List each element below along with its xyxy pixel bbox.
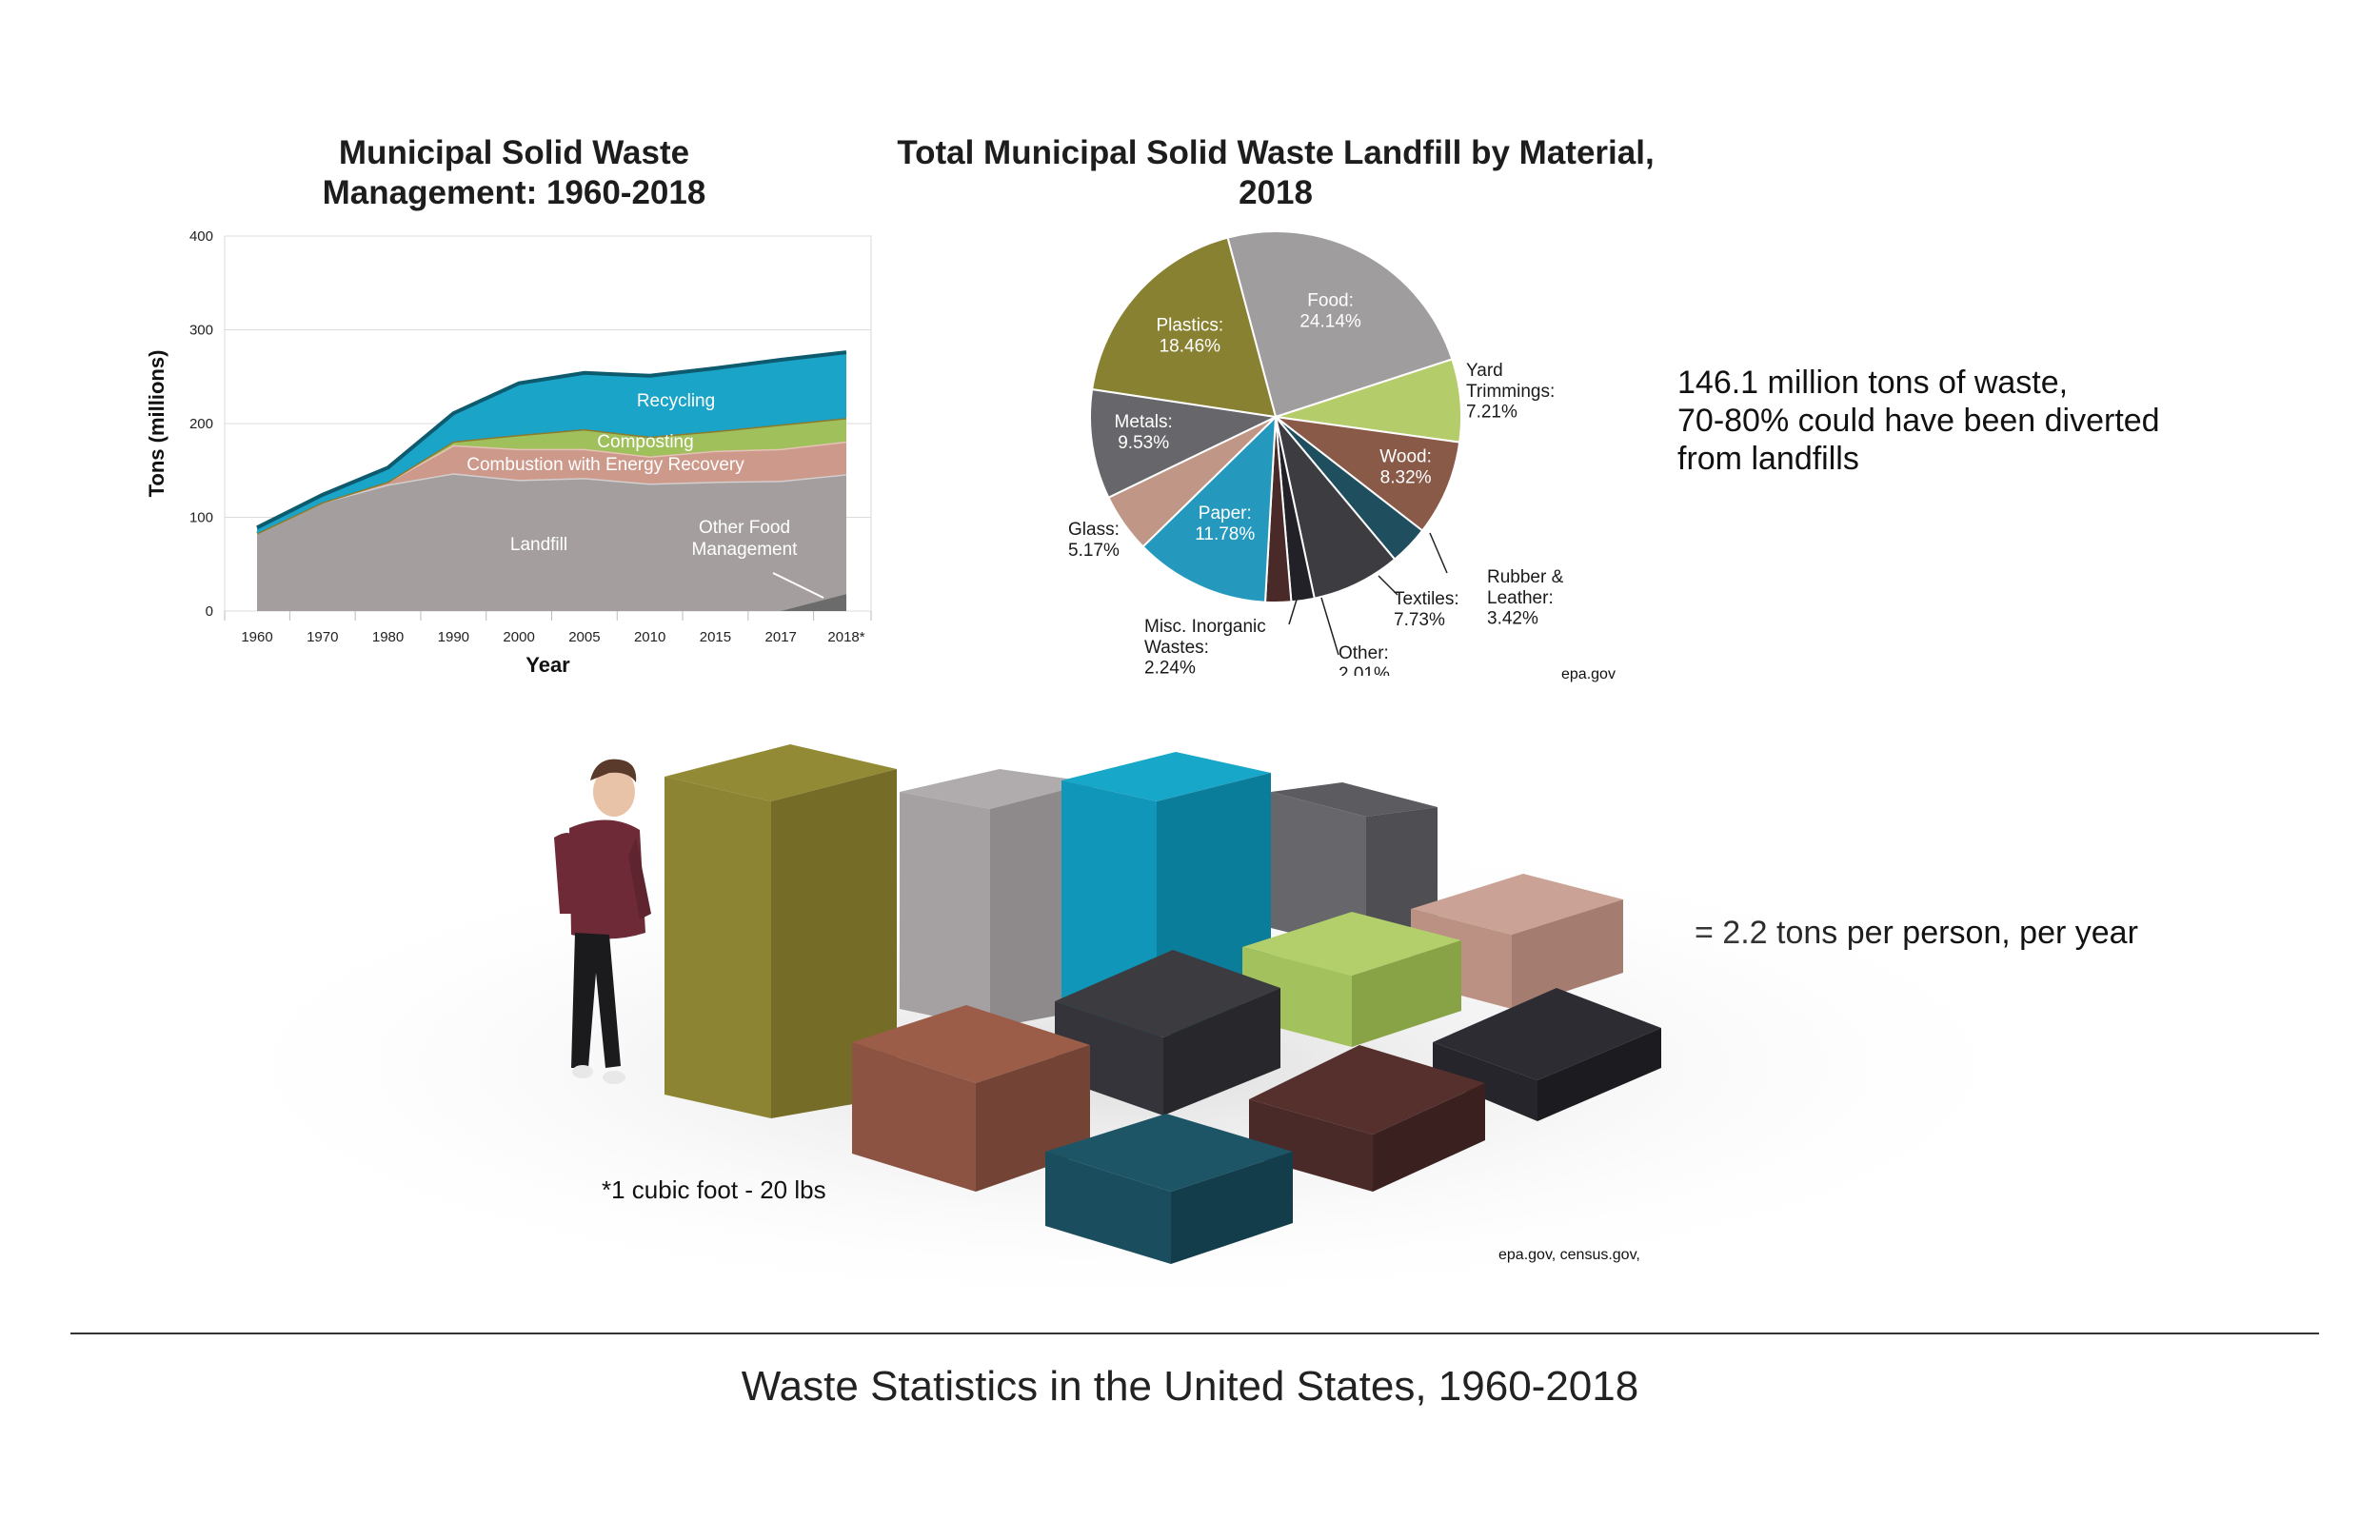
- area-combustion-with-energy-recovery: [257, 441, 846, 534]
- slice-label-misc-inorganic-wastes: Misc. Inorganic Wastes: 2.24%: [1144, 617, 1266, 676]
- slice-wood: [1272, 415, 1461, 532]
- slice-metals: [1089, 387, 1279, 500]
- x-axis-label: Year: [526, 653, 570, 677]
- slice-label-textiles: Textiles: 7.73%: [1394, 589, 1459, 630]
- x-tick-label: 2010: [634, 629, 665, 645]
- waste-note: 146.1 million tons of waste, 70-80% coul…: [1677, 364, 2160, 478]
- y-tick-label: 300: [189, 323, 213, 339]
- series-label-landfill: Landfill: [510, 535, 567, 555]
- x-tick-label: 1970: [307, 629, 338, 645]
- x-tick-label: 2017: [765, 629, 797, 645]
- waste-cubes-illustration: [171, 744, 2075, 1313]
- slice-label-rubber-leather: Rubber & Leather: 3.42%: [1487, 567, 1564, 629]
- leader-rubber-leather: [1429, 532, 1448, 574]
- slice-label-metals: Metals: 9.53%: [1115, 412, 1173, 453]
- area-other-food-management: [781, 594, 846, 611]
- person-silhouette: [554, 759, 651, 1084]
- cubes-source: epa.gov, census.gov,: [1498, 1247, 1640, 1263]
- pie-chart-title-line1: Total Municipal Solid Waste Landfill by …: [897, 134, 1655, 171]
- slice-paper: [1141, 414, 1278, 603]
- x-tick-label: 2018*: [827, 629, 864, 645]
- cube-misc-inorganic: [1249, 1045, 1485, 1192]
- x-tick-label: 2005: [568, 629, 600, 645]
- pie-chart: Food: 24.14% Yard Trimmings: 7.21% Wood: 8.32%…: [1068, 230, 1564, 676]
- cube-yard-trimmings: [1242, 912, 1461, 1047]
- y-tick-label: 400: [189, 228, 213, 245]
- y-axis-label: Tons (millions): [145, 350, 169, 498]
- cube-rubber-leather: [1045, 1114, 1293, 1264]
- series-label-combustion-with-energy-recovery: Combustion with Energy Recovery: [466, 455, 744, 475]
- x-tick-label: 2000: [503, 629, 534, 645]
- cube-scale-note: *1 cubic foot - 20 lbs: [602, 1175, 826, 1204]
- waste-note-line1: 146.1 million tons of waste,: [1677, 365, 2069, 401]
- area-chart-title: Municipal Solid Waste Management: 1960-2…: [219, 133, 809, 213]
- cube-metals: [1271, 782, 1438, 952]
- pie-chart-title-line2: 2018: [1239, 174, 1313, 211]
- series-label-recycling: Recycling: [637, 391, 715, 411]
- cube-plastics: [664, 744, 897, 1118]
- leader-textiles: [1378, 575, 1398, 596]
- area-recycling: [257, 352, 846, 534]
- area-chart: 0 100 200 300 400 1960 1970 1980 1990 2000 2005 201…: [145, 228, 872, 677]
- leader-misc-inorganic-wastes: [1288, 599, 1298, 625]
- slice-label-food: Food: 24.14%: [1299, 291, 1361, 332]
- divider-line: [70, 1333, 2319, 1334]
- pie-chart-title: Total Municipal Solid Waste Landfill by …: [876, 133, 1676, 213]
- waste-note-line2: 70-80% could have been diverted: [1677, 403, 2160, 439]
- x-tick-label: 1960: [241, 629, 272, 645]
- leader-other: [1320, 597, 1339, 656]
- slice-label-other: Other: 2.01%: [1339, 643, 1390, 676]
- y-tick-label: 100: [189, 510, 213, 526]
- slice-label-paper: Paper: 11.78%: [1195, 503, 1255, 544]
- area-composting: [257, 418, 846, 534]
- slice-food: [1226, 230, 1454, 419]
- x-tick-label: 2015: [700, 629, 731, 645]
- y-tick-label: 0: [206, 603, 213, 620]
- cube-other: [1433, 988, 1661, 1121]
- slice-label-wood: Wood: 8.32%: [1379, 446, 1432, 487]
- footer-title: Waste Statistics in the United States, 1…: [741, 1363, 1639, 1410]
- slice-label-yard-trimmings: Yard Trimmings: 7.21%: [1466, 361, 1555, 423]
- area-landfill: [257, 473, 846, 611]
- series-label-composting: Composting: [597, 432, 693, 452]
- series-label-other-food-management: Other Food Management: [692, 518, 799, 560]
- pie-source: epa.gov: [1561, 666, 1616, 682]
- waste-note-line3: from landfills: [1677, 441, 1859, 477]
- y-tick-label: 200: [189, 416, 213, 432]
- slice-plastics: [1091, 236, 1278, 419]
- area-edge-recycling: [256, 350, 847, 530]
- other-food-pointer: [772, 572, 824, 599]
- slice-label-plastics: Plastics: 18.46%: [1156, 315, 1223, 356]
- slice-label-glass: Glass: 5.17%: [1068, 520, 1120, 561]
- area-chart-title-line1: Municipal Solid Waste: [338, 134, 690, 171]
- x-tick-label: 1990: [438, 629, 469, 645]
- area-chart-title-line2: Management: 1960-2018: [322, 174, 706, 211]
- x-tick-label: 1980: [372, 629, 404, 645]
